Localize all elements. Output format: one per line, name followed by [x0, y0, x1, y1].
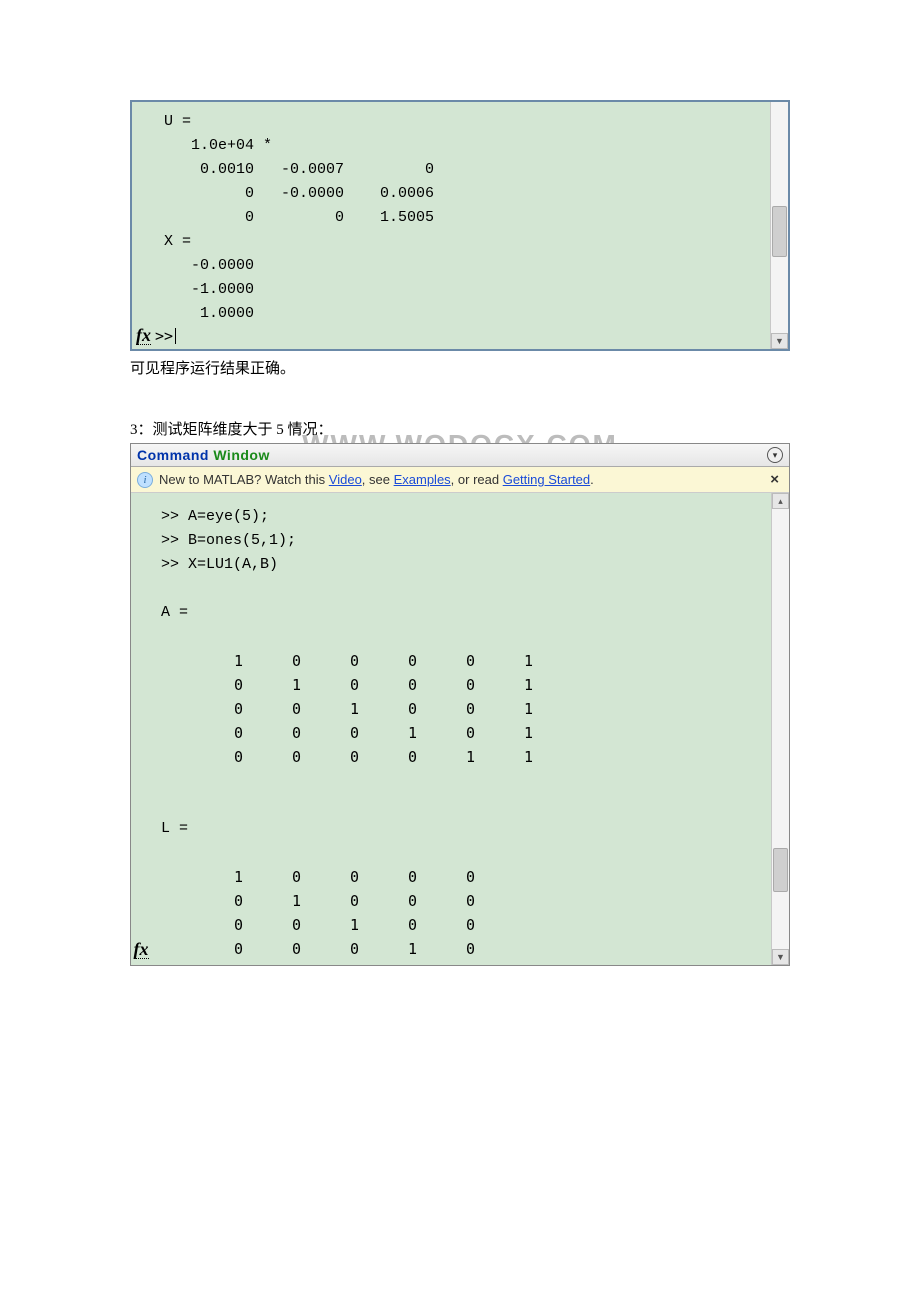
scrollbar-down-icon[interactable]: ▼: [771, 333, 788, 349]
link-examples[interactable]: Examples: [394, 472, 451, 487]
fx-icon[interactable]: fx: [134, 940, 149, 959]
label-L: L =: [131, 817, 771, 841]
blank-line: [131, 769, 771, 793]
table-row: 000101: [185, 721, 533, 745]
info-text: New to MATLAB? Watch this Video, see Exa…: [159, 472, 594, 487]
table-row: 01000: [185, 889, 475, 913]
code-line: 1.0000: [132, 302, 770, 326]
info-part: , see: [362, 472, 394, 487]
code-line: 0 -0.0000 0.0006: [132, 182, 770, 206]
output-panel-1: U = 1.0e+04 * 0.0010 -0.0007 0 0 -0.0000…: [130, 100, 790, 351]
command-titlebar: Command Window ▾: [131, 444, 789, 467]
matrix-A: 100001 010001 001001 000101 000011: [185, 649, 533, 769]
prompt-row[interactable]: fx >>: [132, 326, 770, 345]
blank-line: [131, 793, 771, 817]
info-part: , or read: [451, 472, 503, 487]
input-line: >> X=LU1(A,B): [131, 553, 771, 577]
dock-button[interactable]: ▾: [767, 447, 783, 463]
link-getting-started[interactable]: Getting Started: [503, 472, 590, 487]
label-A: A =: [131, 601, 771, 625]
matrix-L: 10000 01000 00100: [185, 865, 475, 937]
table-row: 001001: [185, 697, 533, 721]
command-title: Command Window: [137, 447, 270, 463]
code-line: U =: [132, 110, 770, 134]
title-window: Window: [213, 447, 270, 463]
scrollbar-up-icon[interactable]: ▴: [772, 493, 789, 509]
title-command: Command: [137, 447, 213, 463]
code-line: 0 0 1.5005: [132, 206, 770, 230]
input-line: >> A=eye(5);: [131, 505, 771, 529]
blank-line: [131, 577, 771, 601]
input-line: >> B=ones(5,1);: [131, 529, 771, 553]
info-icon: i: [137, 472, 153, 488]
table-row: 010001: [185, 673, 533, 697]
output-body-1: U = 1.0e+04 * 0.0010 -0.0007 0 0 -0.0000…: [132, 102, 770, 349]
scrollbar-thumb[interactable]: [773, 848, 788, 892]
scrollbar-track[interactable]: [772, 509, 789, 949]
link-video[interactable]: Video: [329, 472, 362, 487]
caption-text: 可见程序运行结果正确。: [130, 357, 790, 378]
table-row: 00100: [185, 913, 475, 937]
scrollbar-track[interactable]: [771, 102, 788, 333]
info-part: .: [590, 472, 594, 487]
table-row: 10000: [185, 865, 475, 889]
matrix-L-tail: 00010: [185, 937, 475, 961]
cursor-icon: [175, 328, 176, 344]
info-part: New to MATLAB? Watch this: [159, 472, 329, 487]
scrollbar[interactable]: ▼: [770, 102, 788, 349]
blank-line: [131, 841, 771, 865]
blank-line: [131, 625, 771, 649]
scrollbar-down-icon[interactable]: ▼: [772, 949, 789, 965]
code-line: -1.0000: [132, 278, 770, 302]
command-window: Command Window ▾ i New to MATLAB? Watch …: [130, 443, 790, 966]
code-line: -0.0000: [132, 254, 770, 278]
code-line: X =: [132, 230, 770, 254]
code-line: 0.0010 -0.0007 0: [132, 158, 770, 182]
table-row: 00010: [185, 937, 475, 961]
table-row: 100001: [185, 649, 533, 673]
command-body[interactable]: >> A=eye(5); >> B=ones(5,1); >> X=LU1(A,…: [131, 493, 771, 965]
code-line: 1.0e+04 *: [132, 134, 770, 158]
info-bar: i New to MATLAB? Watch this Video, see E…: [131, 467, 789, 493]
scrollbar-thumb[interactable]: [772, 206, 787, 257]
chevron-down-icon: ▾: [773, 450, 778, 461]
fx-icon[interactable]: fx: [136, 326, 151, 345]
table-row: 000011: [185, 745, 533, 769]
scrollbar[interactable]: ▴ ▼: [771, 493, 789, 965]
prompt-text: >>: [155, 327, 173, 345]
close-info-button[interactable]: ×: [766, 471, 783, 488]
